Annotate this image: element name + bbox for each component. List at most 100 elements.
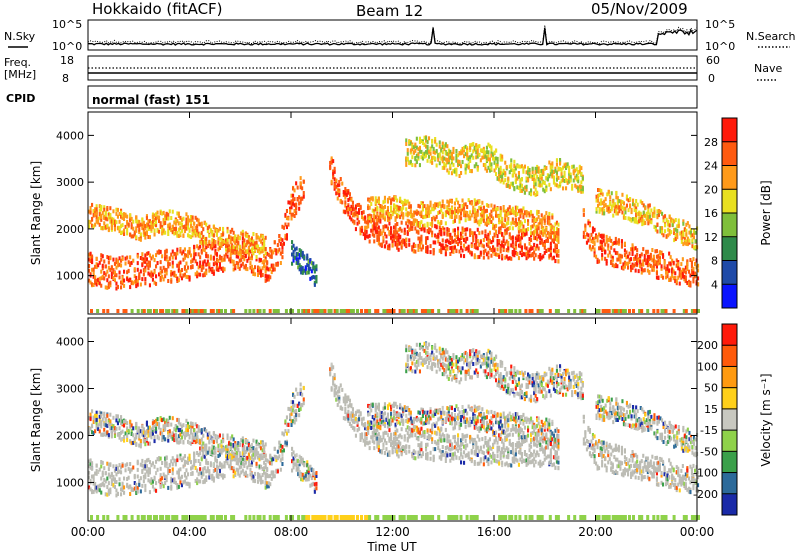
power-echo-cell	[91, 254, 94, 259]
power-echo-cell	[246, 249, 249, 254]
colorbar-tick-label: 12	[704, 231, 718, 244]
y-tick-label: 1000	[56, 270, 84, 283]
power-echo-cell	[249, 261, 252, 266]
power-echo-cell	[426, 146, 429, 151]
power-echo-cell	[543, 214, 546, 219]
velocity-echo-cell	[132, 465, 135, 470]
power-echo-cell	[88, 220, 91, 225]
velocity-echo-cell	[94, 413, 97, 418]
velocity-echo-cell	[275, 468, 278, 473]
power-echo-cell	[232, 245, 235, 250]
power-echo-cell	[444, 143, 447, 148]
velocity-echo-cell	[109, 426, 112, 431]
velocity-echo-cell	[273, 454, 276, 459]
power-echo-cell	[217, 267, 220, 272]
power-echo-cell	[602, 238, 605, 243]
power-echo-cell	[287, 222, 290, 227]
velocity-echo-cell	[168, 463, 171, 468]
power-echo-cell	[176, 233, 179, 238]
power-echo-cell	[466, 156, 469, 161]
power-echo-cell	[358, 202, 361, 207]
power-echo-cell	[464, 227, 467, 232]
power-echo-cell	[284, 233, 287, 238]
power-echo-cell	[511, 252, 514, 257]
power-echo-cell	[614, 250, 617, 255]
power-echo-cell	[656, 309, 660, 313]
power-echo-cell	[115, 265, 118, 270]
velocity-echo-cell	[164, 456, 167, 461]
power-echo-cell	[500, 309, 504, 313]
power-echo-cell	[657, 213, 660, 218]
power-echo-cell	[531, 252, 534, 256]
power-echo-cell	[94, 207, 97, 212]
power-echo-cell	[376, 309, 380, 313]
velocity-echo-cell	[249, 472, 252, 477]
power-echo-cell	[530, 188, 533, 193]
power-echo-cell	[179, 247, 182, 251]
power-echo-cell	[104, 272, 107, 277]
power-echo-cell	[116, 207, 119, 212]
power-echo-cell	[229, 239, 232, 244]
power-echo-cell	[306, 253, 309, 258]
power-echo-cell	[335, 309, 339, 313]
power-echo-cell	[175, 309, 179, 313]
velocity-echo-cell	[98, 483, 101, 488]
power-echo-cell	[517, 237, 520, 242]
power-echo-cell	[548, 247, 551, 252]
power-echo-cell	[444, 248, 447, 253]
power-echo-cell	[449, 232, 452, 237]
power-echo-cell	[377, 230, 380, 235]
noise-sky-trace	[88, 27, 698, 46]
power-echo-cell	[420, 220, 423, 225]
velocity-echo-cell	[109, 490, 112, 495]
power-echo-cell	[495, 207, 498, 212]
velocity-echo-cell	[229, 466, 232, 471]
power-echo-cell	[694, 244, 697, 249]
velocity-echo-cell	[187, 472, 190, 477]
power-echo-cell	[453, 309, 457, 313]
power-echo-cell	[565, 178, 568, 183]
power-echo-cell	[165, 309, 169, 313]
power-echo-cell	[467, 162, 470, 167]
power-echo-cell	[199, 222, 202, 227]
power-echo-cell	[255, 235, 258, 240]
power-echo-cell	[218, 241, 221, 246]
power-echo-cell	[557, 222, 560, 227]
power-echo-cell	[238, 258, 241, 263]
power-echo-cell	[473, 164, 476, 169]
power-echo-cell	[257, 235, 260, 240]
velocity-echo-cell	[188, 453, 191, 458]
power-echo-cell	[396, 242, 399, 247]
power-echo-cell	[447, 170, 450, 175]
power-echo-cell	[194, 215, 197, 220]
power-echo-cell	[185, 217, 188, 222]
power-echo-cell	[461, 207, 464, 212]
power-echo-cell	[272, 263, 275, 268]
power-echo-cell	[180, 251, 183, 256]
power-echo-cell	[106, 255, 109, 259]
power-echo-cell	[539, 174, 542, 179]
power-echo-cell	[534, 182, 537, 187]
power-echo-cell	[217, 309, 221, 313]
velocity-echo-cell	[232, 466, 235, 471]
power-echo-cell	[694, 230, 697, 235]
power-echo-cell	[499, 174, 502, 179]
power-echo-cell	[135, 275, 138, 280]
power-echo-cell	[342, 190, 345, 195]
power-echo-cell	[297, 260, 300, 265]
power-echo-cell	[475, 146, 478, 151]
power-echo-cell	[511, 173, 514, 178]
power-echo-cell	[444, 151, 447, 156]
power-echo-cell	[527, 171, 530, 176]
power-echo-cell	[582, 212, 585, 217]
power-echo-cell	[292, 258, 295, 263]
power-echo-cell	[264, 265, 267, 270]
power-echo-cell	[519, 214, 522, 219]
power-echo-cell	[263, 259, 266, 264]
power-echo-cell	[343, 309, 347, 313]
power-echo-cell	[676, 228, 679, 233]
power-echo-cell	[555, 244, 558, 249]
power-echo-cell	[605, 234, 608, 239]
velocity-echo-cell	[285, 415, 288, 420]
power-echo-cell	[517, 164, 520, 169]
